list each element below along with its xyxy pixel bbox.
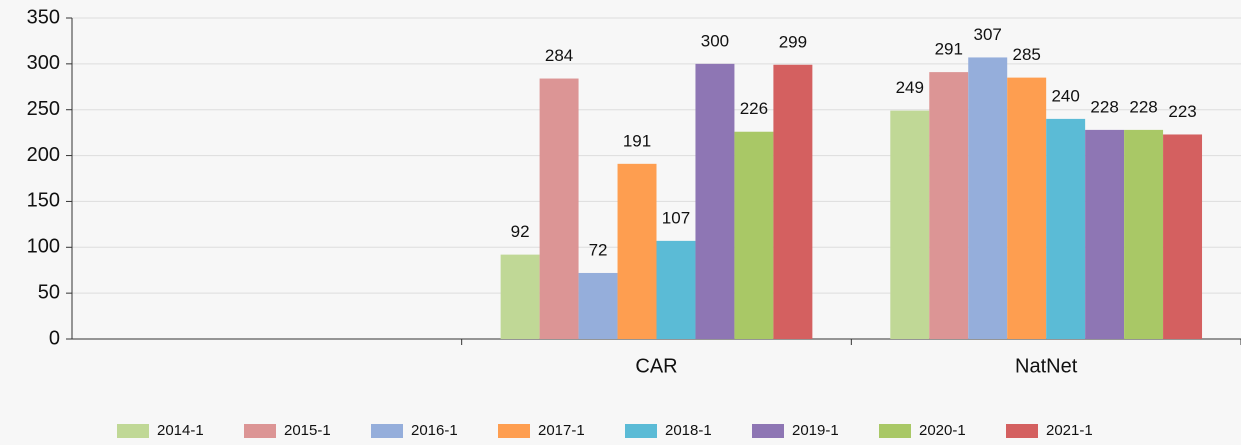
- legend-swatch: [244, 424, 276, 438]
- value-label: 307: [974, 25, 1002, 44]
- legend-label: 2020-1: [919, 422, 966, 439]
- y-tick-label: 250: [27, 98, 60, 120]
- legend-swatch: [752, 424, 784, 438]
- y-tick-label: 300: [27, 52, 60, 74]
- bar: [929, 72, 969, 340]
- legend-swatch: [498, 424, 530, 438]
- bar: [968, 57, 1008, 340]
- legend-swatch: [1006, 424, 1038, 438]
- value-label: 226: [740, 99, 768, 118]
- y-tick-label: 50: [38, 281, 60, 303]
- value-label: 228: [1129, 97, 1157, 116]
- legend-label: 2017-1: [538, 422, 585, 439]
- x-tick-label: NatNet: [1015, 355, 1078, 377]
- legend-swatch: [117, 424, 149, 438]
- value-label: 285: [1012, 45, 1040, 64]
- legend-label: 2019-1: [792, 422, 839, 439]
- bar: [890, 110, 930, 339]
- legend-swatch: [371, 424, 403, 438]
- bar: [1046, 118, 1086, 339]
- value-label: 299: [779, 32, 807, 51]
- bar: [1085, 129, 1125, 339]
- value-label: 240: [1051, 86, 1079, 105]
- value-label: 228: [1090, 97, 1118, 116]
- bar: [1124, 129, 1164, 339]
- bar: [1163, 134, 1203, 339]
- bar: [695, 63, 735, 339]
- y-tick-label: 350: [27, 6, 60, 28]
- legend-label: 2014-1: [157, 422, 204, 439]
- value-label: 107: [662, 208, 690, 227]
- y-tick-label: 200: [27, 144, 60, 166]
- legend-swatch: [879, 424, 911, 438]
- bar: [578, 272, 618, 339]
- value-label: 300: [701, 31, 729, 50]
- value-label: 249: [896, 78, 924, 97]
- bar: [1007, 77, 1047, 339]
- bar: [617, 163, 657, 339]
- bar: [773, 64, 813, 339]
- bar: [656, 240, 696, 339]
- value-label: 72: [589, 240, 608, 259]
- value-label: 92: [511, 222, 530, 241]
- bar: [500, 254, 540, 339]
- legend-label: 2021-1: [1046, 422, 1093, 439]
- y-tick-label: 150: [27, 190, 60, 212]
- value-label: 284: [545, 46, 573, 65]
- bar: [734, 131, 774, 339]
- bar: [539, 78, 579, 339]
- y-tick-label: 0: [49, 327, 60, 349]
- value-label: 191: [623, 131, 651, 150]
- x-tick-label: CAR: [635, 355, 677, 377]
- legend-label: 2016-1: [411, 422, 458, 439]
- legend-label: 2018-1: [665, 422, 712, 439]
- legend-label: 2015-1: [284, 422, 331, 439]
- value-label: 223: [1168, 102, 1196, 121]
- y-tick-label: 100: [27, 236, 60, 258]
- value-label: 291: [935, 40, 963, 59]
- legend-swatch: [625, 424, 657, 438]
